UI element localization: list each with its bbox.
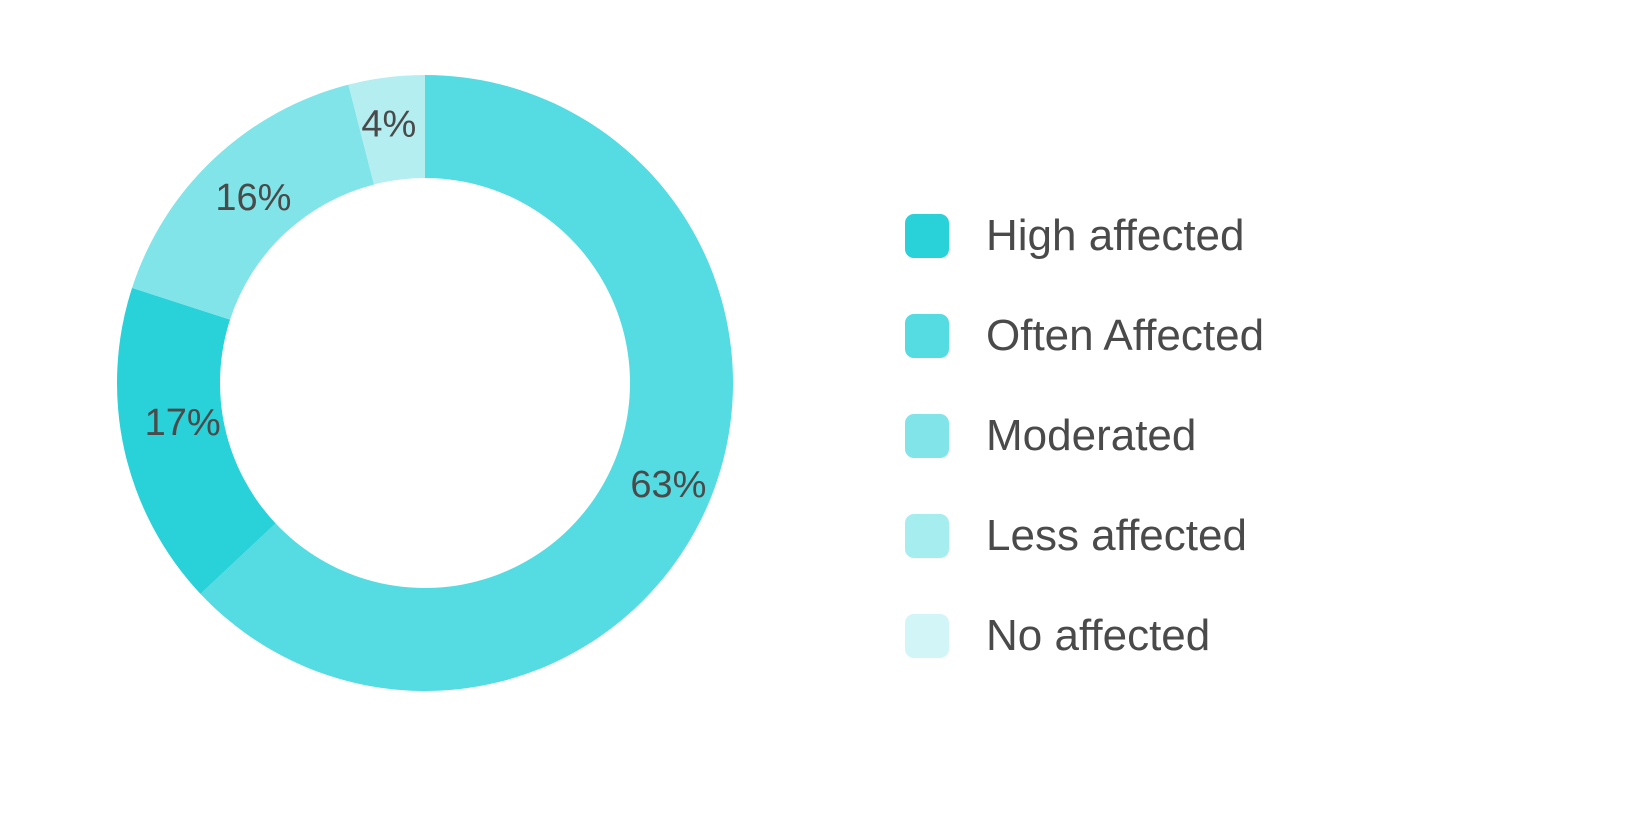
legend-item-no-affected: No affected	[905, 586, 1264, 686]
legend-label: Often Affected	[986, 311, 1265, 360]
data-label-often-affected: 63%	[630, 464, 706, 506]
legend-label: Less affected	[986, 511, 1247, 560]
legend-label: High affected	[986, 211, 1245, 260]
legend-label: No affected	[986, 611, 1211, 660]
legend-swatch	[905, 414, 949, 458]
slice-no-affected	[348, 75, 425, 185]
legend-label: Moderated	[986, 411, 1197, 460]
data-label-no-affected: 4%	[361, 104, 416, 146]
legend-swatch	[905, 514, 949, 558]
slice-moderated	[132, 84, 375, 320]
legend-swatch	[905, 214, 949, 258]
legend-swatch	[905, 314, 949, 358]
legend-swatch	[905, 614, 949, 658]
slice-often-affected	[200, 75, 734, 691]
data-label-high-affected: 17%	[145, 402, 221, 444]
legend-item-often-affected: Often Affected	[905, 286, 1264, 386]
legend-item-moderated: Moderated	[905, 386, 1264, 486]
slice-high-affected	[117, 287, 276, 594]
legend: High affected Often Affected Moderated L…	[905, 186, 1264, 686]
legend-item-high-affected: High affected	[905, 186, 1264, 286]
data-label-moderated: 16%	[215, 177, 291, 219]
legend-item-less-affected: Less affected	[905, 486, 1264, 586]
